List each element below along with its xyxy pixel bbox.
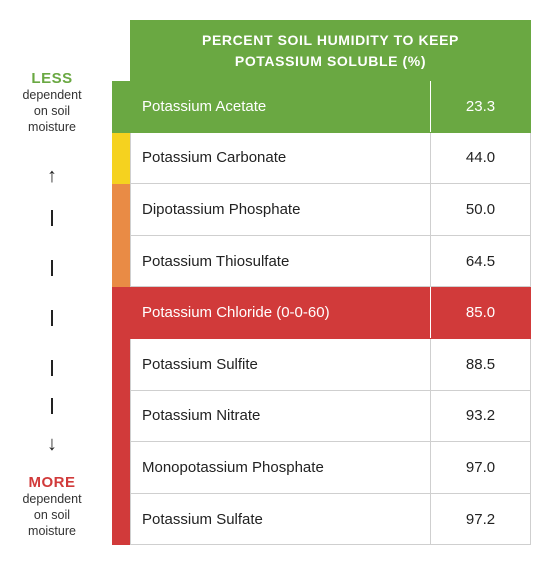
row-name: Dipotassium Phosphate bbox=[131, 184, 431, 235]
less-sub-3: moisture bbox=[28, 120, 76, 134]
more-dependent-label: MORE dependent on soil moisture bbox=[0, 474, 104, 539]
up-arrow-icon: ↑ bbox=[47, 165, 57, 187]
row-name: Potassium Nitrate bbox=[131, 390, 431, 442]
row-value: 50.0 bbox=[465, 200, 496, 218]
row-name: Potassium Thiosulfate bbox=[131, 235, 431, 287]
row-name: Monopotassium Phosphate bbox=[131, 442, 431, 493]
less-sub-2: on soil bbox=[33, 104, 71, 118]
row-name: Potassium Sulfite bbox=[131, 338, 431, 390]
dependency-scale: ↑ ↓ bbox=[0, 166, 104, 456]
potassium-table: Potassium Acetate 23.3 Potassium Carbona… bbox=[130, 81, 531, 546]
color-strip-green bbox=[112, 81, 130, 133]
scale-dash bbox=[51, 260, 53, 276]
row-value: 85.0 bbox=[465, 304, 496, 322]
color-strip-orange bbox=[112, 184, 130, 288]
table-row: Potassium Carbonate 44.0 bbox=[130, 132, 531, 185]
table-row: Potassium Nitrate 93.2 bbox=[130, 390, 531, 443]
row-value: 97.2 bbox=[465, 510, 496, 528]
table-row: Potassium Chloride (0-0-60) 85.0 bbox=[130, 287, 531, 339]
row-name: Potassium Sulfate bbox=[131, 493, 431, 545]
row-value: 44.0 bbox=[465, 149, 496, 167]
less-label: LESS bbox=[31, 70, 73, 87]
less-dependent-label: LESS dependent on soil moisture bbox=[0, 70, 104, 135]
table-row: Potassium Sulfate 97.2 bbox=[130, 493, 531, 546]
row-value: 88.5 bbox=[465, 355, 496, 373]
scale-dash bbox=[51, 210, 53, 226]
more-sub-2: on soil bbox=[33, 508, 71, 522]
table-row: Potassium Sulfite 88.5 bbox=[130, 338, 531, 391]
less-sub-1: dependent bbox=[22, 88, 82, 102]
table-row: Potassium Thiosulfate 64.5 bbox=[130, 235, 531, 288]
scale-dash bbox=[51, 310, 53, 326]
more-sub-3: moisture bbox=[28, 524, 76, 538]
row-value: 97.0 bbox=[465, 458, 496, 476]
header-line-2: POTASSIUM SOLUBLE (%) bbox=[234, 52, 427, 69]
table-row: Monopotassium Phosphate 97.0 bbox=[130, 442, 531, 494]
row-value: 93.2 bbox=[465, 407, 496, 425]
table-header: PERCENT SOIL HUMIDITY TO KEEP POTASSIUM … bbox=[130, 20, 531, 81]
row-name: Potassium Chloride (0-0-60) bbox=[131, 287, 431, 338]
color-strip-yellow bbox=[112, 132, 130, 185]
down-arrow-icon: ↓ bbox=[47, 433, 57, 455]
header-line-1: PERCENT SOIL HUMIDITY TO KEEP bbox=[202, 31, 459, 48]
row-name: Potassium Acetate bbox=[131, 81, 431, 132]
row-value: 23.3 bbox=[465, 97, 496, 115]
more-label: MORE bbox=[28, 474, 76, 491]
scale-dash bbox=[51, 398, 53, 414]
row-value: 64.5 bbox=[465, 252, 496, 270]
table-row: Dipotassium Phosphate 50.0 bbox=[130, 184, 531, 236]
table-row: Potassium Acetate 23.3 bbox=[130, 81, 531, 133]
more-sub-1: dependent bbox=[22, 492, 82, 506]
color-strip-red bbox=[112, 287, 130, 546]
scale-dash bbox=[51, 360, 53, 376]
row-name: Potassium Carbonate bbox=[131, 132, 431, 184]
